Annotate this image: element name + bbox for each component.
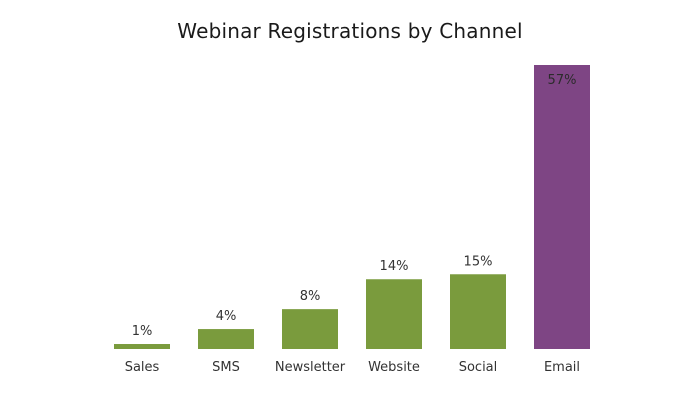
- category-label-social: Social: [459, 360, 498, 375]
- bar-email: [534, 65, 590, 349]
- bar-newsletter: [282, 309, 338, 349]
- chart-title: Webinar Registrations by Channel: [177, 19, 523, 43]
- value-label-social: 15%: [464, 254, 493, 269]
- value-label-sms: 4%: [216, 309, 237, 324]
- bar-sms: [198, 329, 254, 349]
- category-label-website: Website: [368, 360, 420, 375]
- bars-layer: 1% Sales 4% SMS 8% Newsletter 14% Website 15% Soc…: [114, 65, 590, 375]
- value-label-newsletter: 8%: [300, 289, 321, 304]
- category-label-email: Email: [544, 360, 580, 375]
- category-label-sales: Sales: [125, 360, 160, 375]
- value-label-website: 14%: [380, 259, 409, 274]
- bar-social: [450, 274, 506, 349]
- value-label-email: 57%: [548, 73, 577, 88]
- bar-sales: [114, 344, 170, 349]
- category-label-sms: SMS: [212, 360, 240, 375]
- value-label-sales: 1%: [132, 324, 153, 339]
- category-label-newsletter: Newsletter: [275, 360, 346, 375]
- bar-website: [366, 279, 422, 349]
